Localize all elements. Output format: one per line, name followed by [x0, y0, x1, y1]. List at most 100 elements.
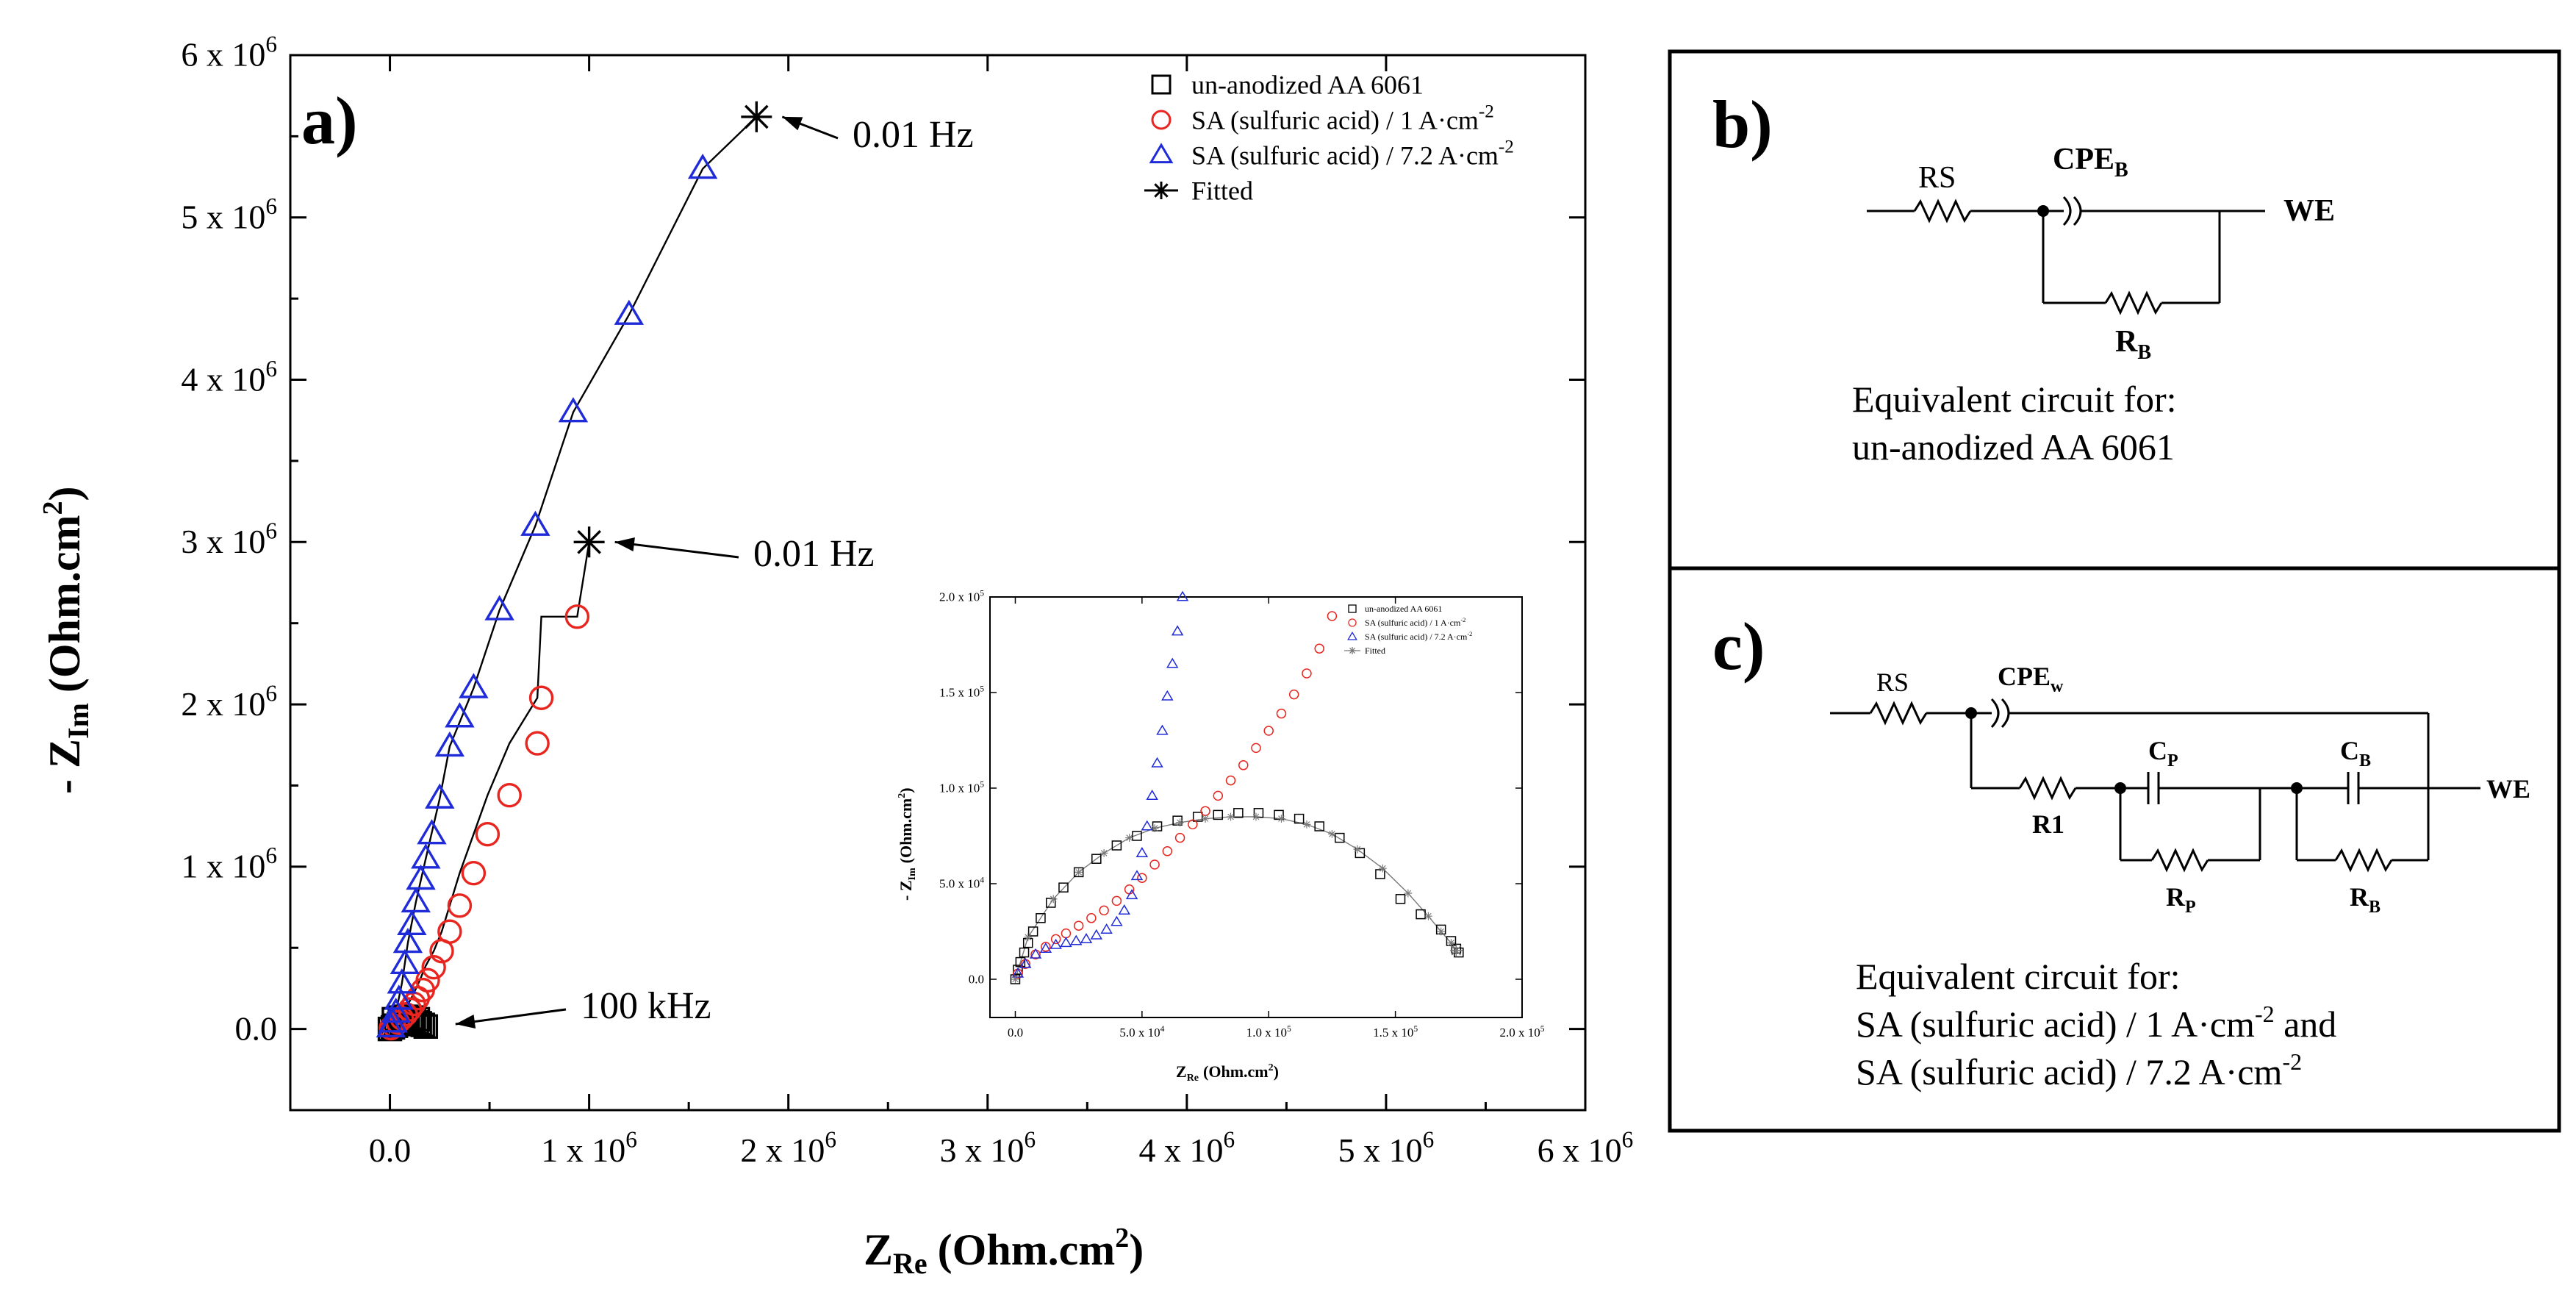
inset-data-marks: [1010, 590, 1464, 984]
inset-point-square: [1073, 867, 1084, 878]
inset-y-tick-label: 0.0: [969, 972, 984, 986]
main-x-tick-label: 3 x 106: [939, 1127, 1036, 1169]
inset-point-square: [1132, 831, 1142, 841]
main-fitted-line: [389, 116, 758, 1030]
inset-point-triangle: [1039, 942, 1052, 953]
panel-c-node-1: [1965, 707, 1977, 719]
inset-point-circle: [1327, 611, 1338, 621]
main-point-triangle: [687, 153, 718, 179]
main-legend-symbol: [1151, 110, 1172, 130]
main-point-triangle: [406, 864, 436, 890]
inset-point-circle: [1200, 806, 1210, 816]
main-point-circle: [447, 893, 473, 918]
inset-point-circle: [1137, 873, 1147, 883]
main-x-tick-label: 4 x 106: [1139, 1127, 1235, 1169]
panel-c-cb-label: CB: [2340, 736, 2371, 770]
inset-point-square: [1335, 832, 1345, 843]
inset-point-square: [1355, 848, 1366, 859]
inset-point-circle: [1124, 884, 1135, 895]
inset-point-square: [1233, 808, 1244, 818]
inset-point-square: [1027, 926, 1038, 937]
inset-point-square: [1036, 913, 1046, 923]
main-point-circle: [475, 821, 501, 847]
inset-fitted-point: [1277, 815, 1285, 823]
inset-fitted-point: [1302, 820, 1311, 829]
inset-point-circle: [1188, 819, 1198, 830]
inset-point-triangle: [1151, 756, 1163, 768]
main-plot-frame: [289, 54, 1587, 1112]
inset-point-circle: [1213, 790, 1224, 801]
panel-c-caption-3: SA (sulfuric acid) / 7.2 A·cm-2: [1856, 1048, 2302, 1092]
inset-point-circle: [1061, 928, 1072, 939]
inset-fitted-point: [1452, 946, 1460, 955]
main-point-circle: [497, 783, 522, 808]
inset-legend-label: Fitted: [1365, 645, 1385, 656]
main-point-circle: [525, 731, 550, 756]
inset-fitted-point: [1353, 845, 1362, 854]
main-chart: a) 0.0 1 x 106 2 x 106 3 x 106 4 x 106 5 x 10…: [37, 31, 1633, 1280]
inset-y-axis-title: - ZIm(Ohm.cm2): [897, 787, 918, 901]
main-annotations: 0.01 Hz 0.01 Hz 100 kHz: [455, 114, 974, 1029]
panel-b-wires: [1867, 196, 2265, 315]
inset-point-square: [1395, 894, 1406, 904]
panel-b-circuit: b) RS CPEB WE RB Equivalent circuit for:…: [1668, 49, 2561, 570]
inset-point-circle: [1314, 643, 1324, 654]
inset-point-square: [1111, 840, 1122, 851]
main-ticks: 0.0 1 x 106 2 x 106 3 x 106 4 x 106 5 x 106 6 …: [181, 31, 1633, 1169]
inset-point-circle: [1251, 743, 1261, 754]
inset-point-triangle: [1171, 625, 1184, 636]
main-point-triangle: [520, 510, 550, 536]
inset-point-square: [1091, 854, 1102, 864]
inset-point-triangle: [1100, 923, 1113, 934]
panel-a-label: a): [301, 83, 358, 158]
main-point-triangle: [392, 928, 423, 954]
inset-fitted-point: [1424, 912, 1432, 920]
inset-point-triangle: [1135, 847, 1149, 857]
main-y-tick-label: 3 x 106: [181, 518, 277, 560]
inset-legend-label: SA (sulfuric acid) / 7.2 A·cm-2: [1365, 631, 1472, 642]
panel-b-caption-1: Equivalent circuit for:: [1852, 379, 2177, 420]
inset-point-triangle: [1029, 948, 1042, 959]
panel-c-rp-label: RP: [2166, 882, 2196, 917]
main-point-circle: [421, 955, 446, 980]
main-legend-symbol: [1152, 182, 1170, 199]
inset-x-tick-label: 5.0 x 104: [1119, 1024, 1164, 1040]
panel-c-circuit: c): [1668, 566, 2561, 1133]
inset-point-square: [1010, 974, 1021, 984]
inset-point-triangle: [1019, 957, 1032, 968]
inset-y-tick-label: 1.5 x 105: [939, 684, 984, 699]
panel-b-caption-2: un-anodized AA 6061: [1852, 426, 2175, 468]
inset-point-square: [1013, 965, 1023, 975]
inset-point-circle: [1238, 760, 1249, 770]
main-point-triangle: [401, 887, 431, 913]
inset-point-circle: [1263, 726, 1274, 736]
main-point-triangle: [397, 909, 427, 936]
inset-fitted-point: [1437, 927, 1446, 936]
main-fitted-lines: [389, 116, 758, 1030]
main-point-triangle: [387, 968, 417, 994]
main-point-triangle: [390, 948, 420, 975]
inset-point-circle: [1225, 775, 1236, 786]
annotation-label: 0.01 Hz: [853, 114, 974, 156]
inset-fitted-point: [1404, 889, 1413, 898]
inset-point-triangle: [1141, 820, 1153, 831]
inset-x-tick-label: 1.5 x 105: [1373, 1024, 1418, 1040]
inset-x-tick-label: 1.0 x 105: [1246, 1024, 1291, 1040]
panel-b-node: [2037, 205, 2049, 217]
main-fitted-endpoint: [573, 526, 605, 558]
main-point-triangle: [434, 731, 465, 757]
inset-x-tick-label: 2.0 x 105: [1499, 1024, 1544, 1040]
inset-legend-label: un-anodized AA 6061: [1365, 604, 1442, 614]
main-x-tick-label: 2 x 106: [740, 1127, 836, 1169]
inset-point-circle: [1276, 708, 1287, 719]
inset-point-triangle: [1130, 870, 1144, 881]
annotation-arrowhead: [782, 116, 803, 131]
panel-b-we-label: WE: [2283, 194, 2335, 228]
inset-point-square: [1375, 869, 1385, 879]
main-y-tick-label: 6 x 106: [181, 31, 277, 73]
inset-legend-symbol: [1348, 604, 1357, 613]
inset-fitted-point: [1150, 824, 1159, 832]
inset-legend-label: SA (sulfuric acid) / 1 A·cm-2: [1365, 617, 1465, 628]
